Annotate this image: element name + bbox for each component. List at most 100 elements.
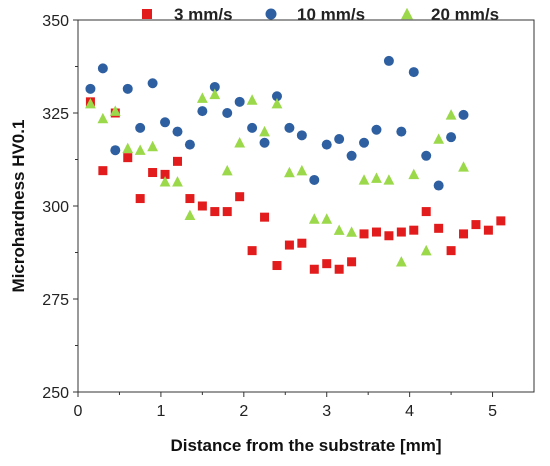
data-point — [296, 164, 308, 176]
data-point — [297, 238, 307, 248]
data-point — [247, 122, 258, 133]
x-tick-label: 3 — [322, 403, 331, 420]
data-point — [408, 168, 420, 180]
data-point — [234, 96, 245, 107]
data-point — [85, 97, 96, 109]
data-point — [409, 225, 419, 235]
data-point — [333, 224, 345, 235]
data-point — [445, 109, 457, 120]
data-point — [85, 83, 96, 94]
data-point — [359, 229, 369, 239]
x-tick-label: 0 — [74, 403, 83, 420]
x-axis: 0 1 2 3 4 5 — [74, 392, 497, 420]
y-axis: 250 275 300 325 350 — [42, 13, 78, 402]
data-point — [271, 91, 282, 102]
data-point — [309, 264, 319, 274]
data-point — [196, 92, 208, 103]
data-point — [160, 169, 170, 179]
data-point — [433, 133, 445, 144]
data-point — [321, 213, 333, 224]
data-point — [284, 166, 295, 178]
data-point — [396, 126, 407, 137]
data-point — [122, 142, 134, 154]
data-point — [135, 122, 146, 133]
x-axis-title: Distance from the substrate [mm] — [170, 436, 441, 455]
data-point — [358, 174, 370, 185]
data-point — [433, 180, 444, 191]
x-tick-label: 1 — [156, 403, 165, 420]
data-point — [210, 207, 220, 217]
data-point — [160, 117, 171, 128]
data-point — [383, 174, 395, 185]
data-point — [334, 264, 344, 274]
y-axis-title: Microhardness HV0.1 — [9, 120, 28, 293]
y-tick-label: 250 — [42, 385, 69, 402]
legend-marker — [142, 9, 152, 19]
data-point — [197, 106, 208, 117]
data-point — [296, 130, 307, 141]
series-1 — [85, 55, 469, 191]
data-point — [309, 174, 320, 185]
data-point — [346, 226, 357, 237]
data-point — [185, 194, 195, 204]
data-point — [197, 201, 207, 211]
data-point — [458, 161, 469, 172]
legend-label: 10 mm/s — [297, 5, 365, 24]
data-point — [209, 81, 220, 92]
data-point — [421, 207, 431, 217]
data-point — [483, 225, 493, 235]
series-0 — [85, 97, 506, 274]
data-point — [272, 261, 282, 271]
y-tick-label: 325 — [42, 106, 69, 123]
data-point — [420, 244, 432, 256]
data-point — [384, 231, 394, 241]
plot-frame — [77, 19, 535, 393]
data-point — [135, 194, 145, 204]
data-point — [234, 137, 246, 148]
data-point — [371, 124, 382, 135]
data-point — [97, 112, 109, 124]
legend: 3 mm/s 10 mm/s 20 mm/s — [142, 5, 499, 24]
data-points — [85, 55, 506, 274]
data-point — [284, 122, 295, 133]
data-point — [347, 257, 357, 267]
legend-label: 20 mm/s — [431, 5, 499, 24]
data-point — [184, 139, 195, 150]
data-point — [371, 172, 382, 183]
data-point — [247, 246, 257, 256]
x-tick-label: 4 — [405, 403, 414, 420]
data-point — [396, 227, 406, 237]
data-point — [159, 176, 171, 187]
data-point — [308, 213, 320, 224]
data-point — [371, 227, 381, 237]
data-point — [134, 144, 146, 155]
data-point — [459, 229, 469, 239]
data-point — [359, 137, 370, 148]
data-point — [122, 83, 133, 94]
data-point — [271, 97, 283, 109]
y-tick-label: 300 — [42, 199, 69, 216]
data-point — [147, 78, 158, 89]
y-tick-label: 275 — [42, 292, 69, 309]
data-point — [246, 94, 258, 105]
data-point — [221, 164, 233, 176]
data-point — [322, 259, 332, 269]
data-point — [222, 108, 233, 118]
data-point — [259, 137, 270, 148]
series-2 — [85, 88, 469, 267]
data-point — [421, 150, 432, 161]
data-point — [471, 220, 481, 230]
y-tick-label: 350 — [42, 13, 69, 30]
data-point — [408, 67, 419, 78]
data-point — [110, 145, 121, 156]
data-point — [446, 132, 457, 143]
data-point — [209, 88, 221, 100]
data-point — [395, 256, 407, 267]
data-point — [235, 192, 245, 202]
data-point — [184, 209, 196, 221]
data-point — [172, 126, 183, 137]
data-point — [446, 246, 456, 256]
data-point — [260, 212, 270, 222]
data-point — [346, 150, 357, 161]
